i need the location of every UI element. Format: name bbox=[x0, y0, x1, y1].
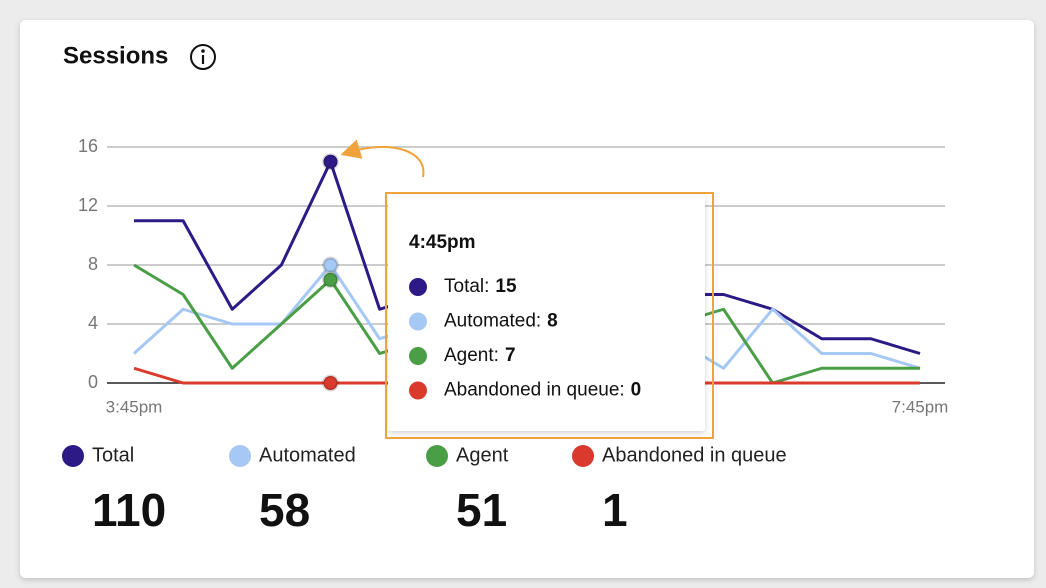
hover-point bbox=[322, 271, 339, 289]
tooltip-dot bbox=[409, 381, 427, 400]
legend-dot bbox=[572, 445, 594, 467]
tooltip-dot bbox=[409, 312, 427, 331]
x-tick-label: 7:45pm bbox=[892, 397, 949, 416]
x-tick-label: 3:45pm bbox=[106, 397, 163, 416]
legend-label: Total bbox=[92, 444, 134, 466]
summary-total: 110 bbox=[92, 484, 166, 536]
hover-point bbox=[322, 153, 339, 171]
legend-dot bbox=[62, 445, 84, 467]
tooltip-dot bbox=[409, 278, 427, 296]
tooltip-label: Automated: bbox=[444, 311, 541, 332]
y-tick-label: 0 bbox=[88, 372, 98, 392]
hover-point bbox=[322, 374, 339, 392]
card-title: Sessions bbox=[63, 42, 168, 69]
hover-point bbox=[322, 256, 339, 274]
y-tick-label: 12 bbox=[78, 195, 98, 215]
tooltip: 4:45pm Total: 15 Automated: 8 Agent: 7 Abandone… bbox=[388, 195, 705, 431]
tooltip-row: Total: 15 bbox=[444, 276, 517, 297]
annotation-box bbox=[385, 192, 714, 439]
summary-total: 51 bbox=[456, 484, 507, 536]
tooltip-value: 0 bbox=[631, 380, 642, 401]
tooltip-row: Automated: 8 bbox=[444, 311, 558, 332]
info-icon[interactable] bbox=[190, 44, 216, 70]
y-tick-label: 8 bbox=[88, 254, 98, 274]
legend-label: Abandoned in queue bbox=[602, 444, 787, 466]
legend: Total Automated Agent Abandoned in queue 110… bbox=[62, 444, 787, 536]
summary-total: 58 bbox=[259, 484, 310, 536]
tooltip-row: Agent: 7 bbox=[444, 345, 516, 366]
summary-total: 1 bbox=[602, 484, 628, 536]
tooltip-card bbox=[388, 195, 705, 431]
tooltip-label: Total: bbox=[444, 276, 489, 297]
tooltip-label: Agent: bbox=[444, 345, 499, 366]
legend-label: Automated bbox=[259, 444, 356, 466]
y-tick-label: 4 bbox=[88, 313, 98, 333]
legend-label: Agent bbox=[456, 444, 509, 466]
tooltip-title: 4:45pm bbox=[409, 232, 476, 253]
annotation-arrow bbox=[340, 139, 425, 178]
legend-dot bbox=[229, 445, 251, 467]
tooltip-value: 7 bbox=[505, 345, 516, 366]
tooltip-dot bbox=[409, 347, 427, 365]
y-tick-label: 16 bbox=[78, 136, 98, 156]
legend-dot bbox=[426, 445, 448, 467]
tooltip-row: Abandoned in queue: 0 bbox=[444, 380, 641, 401]
tooltip-value: 15 bbox=[495, 276, 517, 297]
tooltip-value: 8 bbox=[547, 311, 558, 332]
tooltip-label: Abandoned in queue: bbox=[444, 380, 625, 401]
